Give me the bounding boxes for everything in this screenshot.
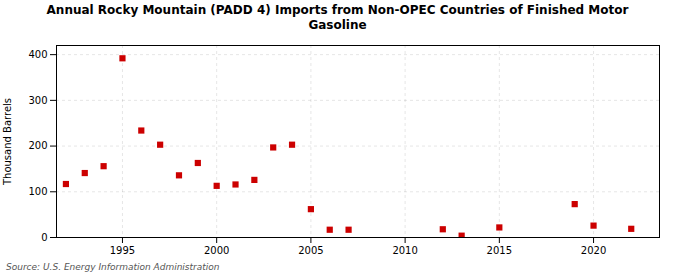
svg-text:200: 200 [28, 140, 47, 151]
html-text:Annual Rocky Mountain (PADD 4): Annual Rocky Mountain (PADD 4) Imports f… [46, 3, 629, 32]
svg-text:1995: 1995 [110, 245, 135, 256]
svg-text:2015: 2015 [487, 245, 512, 256]
svg-text:2020: 2020 [581, 245, 606, 256]
svg-text:400: 400 [28, 49, 47, 60]
svg-text:2010: 2010 [392, 245, 417, 256]
svg-text:2005: 2005 [298, 245, 323, 256]
svg-text:100: 100 [28, 186, 47, 197]
html-text:Source: U.S. Energy Informatio: Source: U.S. Energy Information Administ… [6, 262, 220, 272]
svg-text:0: 0 [41, 232, 47, 243]
svg-text:300: 300 [28, 95, 47, 106]
svg-text:2000: 2000 [204, 245, 229, 256]
svg-text:Thousand Barrels: Thousand Barrels [2, 98, 13, 186]
